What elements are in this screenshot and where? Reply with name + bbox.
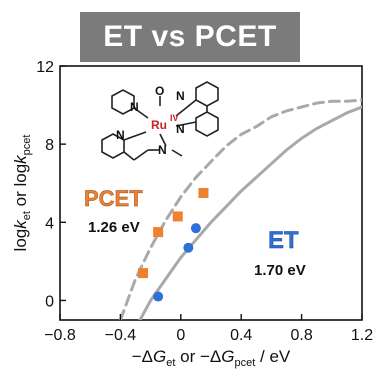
structure-labels: O Ru IV N N N N N	[116, 84, 185, 157]
y-ticks: 0 4 8 12	[36, 59, 66, 310]
oxidation-state-label: IV	[170, 113, 179, 123]
fit-curves	[118, 98, 362, 320]
nitrogen-label-2: N	[116, 128, 125, 142]
data-point-pcet	[138, 268, 149, 279]
nitrogen-label-5: N	[158, 143, 167, 157]
fit-curve-pcet	[118, 98, 362, 320]
y-axis-label: logket or logkpcet	[11, 135, 33, 252]
nitrogen-label-4: N	[176, 122, 185, 136]
x-tick-label: −0.8	[44, 327, 76, 344]
x-tick-label: −0.4	[105, 327, 137, 344]
y-tick-label: 0	[45, 293, 54, 310]
data-point-et	[190, 223, 201, 234]
y-tick-label: 8	[45, 137, 54, 154]
x-axis-label: −ΔGet or −ΔGpcet / eV	[132, 347, 291, 369]
title-banner	[80, 12, 300, 62]
x-ticks: −0.8 −0.4 0 0.4 0.8 1.2	[44, 314, 373, 344]
bipyridine-ring-upper	[195, 81, 219, 107]
oxo-atom-label: O	[155, 84, 164, 98]
chart-title: ET vs PCET	[103, 20, 277, 53]
data-point-et	[153, 291, 164, 302]
nitrogen-label-3: N	[176, 89, 185, 103]
data-markers	[138, 188, 209, 302]
x-tick-label: 0.8	[290, 327, 312, 344]
et-energy-value: 1.70 eV	[254, 262, 306, 279]
y-tick-label: 4	[45, 215, 54, 232]
y-tick-label: 12	[36, 59, 54, 76]
nitrogen-label-1: N	[130, 100, 139, 114]
data-point-et	[183, 242, 194, 253]
x-tick-label: 1.2	[351, 327, 373, 344]
x-tick-label: 0	[176, 327, 185, 344]
et-label: ET	[268, 227, 299, 254]
fit-curve-et	[138, 105, 362, 320]
pcet-label: PCET	[84, 186, 143, 211]
pcet-energy-value: 1.26 eV	[88, 219, 140, 236]
data-point-pcet	[172, 211, 183, 222]
plot-frame	[59, 65, 363, 321]
ruthenium-complex-structure	[101, 81, 219, 161]
data-point-pcet	[153, 227, 164, 238]
bipyridine-ring-lower	[195, 111, 219, 137]
ruthenium-atom-label: Ru	[151, 118, 167, 132]
x-tick-label: 0.4	[230, 327, 252, 344]
data-point-pcet	[198, 188, 209, 198]
